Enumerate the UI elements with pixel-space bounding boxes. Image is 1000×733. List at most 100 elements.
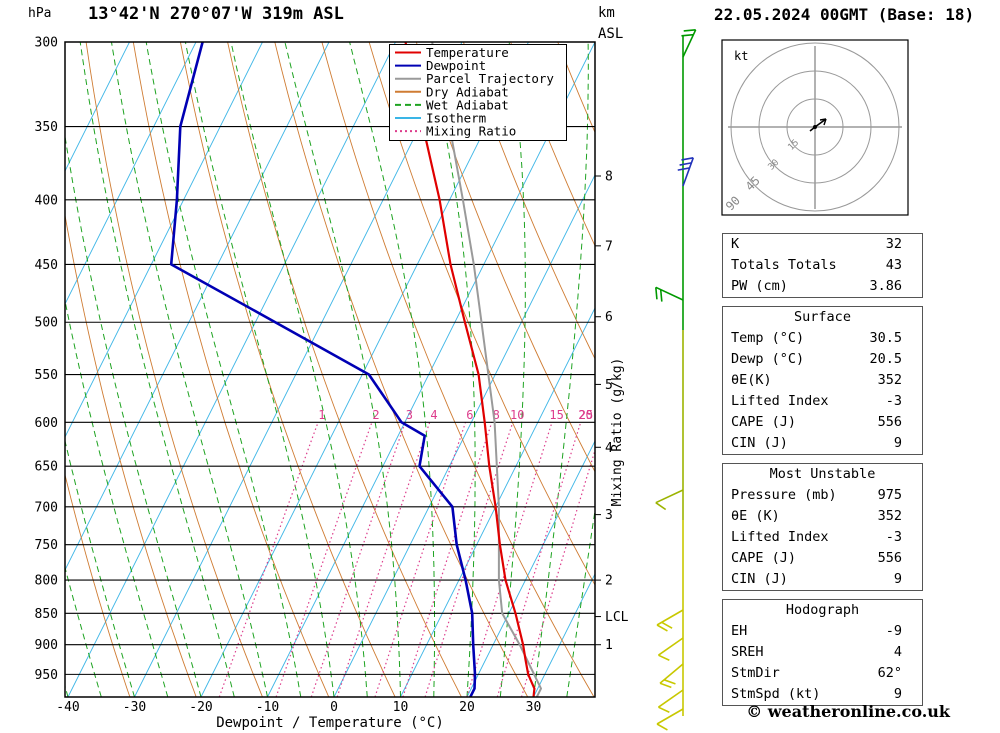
metric-label: StmSpd (kt) <box>731 686 821 702</box>
mixing-ratio-value: 4 <box>430 408 437 422</box>
pressure-tick-label: 650 <box>35 460 58 475</box>
km-tick-label: 6 <box>605 310 613 325</box>
table-row: Dewp (°C) 20.5 <box>723 349 922 370</box>
temp-tick-label: -40 <box>56 700 79 715</box>
temp-tick-label: 0 <box>330 700 338 715</box>
pressure-tick-label: 450 <box>35 258 58 273</box>
isotherms <box>65 42 595 697</box>
axis-labels: 3003504004505005506006507007508008509009… <box>35 5 629 731</box>
metric-label: CIN (J) <box>731 435 788 451</box>
temperature-curve <box>404 42 536 697</box>
metric-value: 9 <box>893 686 902 702</box>
metric-label: Lifted Index <box>731 393 829 409</box>
metric-value: -3 <box>885 529 902 545</box>
metric-value: 352 <box>877 372 902 388</box>
asl-axis-unit: ASL <box>598 26 623 42</box>
indices-table: Most Unstable Pressure (mb) 975 θE (K) 352 Li… <box>722 463 923 591</box>
pressure-tick-label: 550 <box>35 368 58 383</box>
mixing-ratio-value: 15 <box>549 408 563 422</box>
metric-label: CAPE (J) <box>731 550 797 566</box>
dry-adiabats <box>65 42 595 697</box>
metric-value: 9 <box>893 571 902 587</box>
table-row: CIN (J) 9 <box>723 433 922 454</box>
metric-value: 556 <box>877 550 902 566</box>
temp-tick-label: 10 <box>393 700 409 715</box>
indices-table: K 32 Totals Totals 43 PW (cm) 3.86 <box>722 233 923 298</box>
mixing-ratio-value: 1 <box>318 408 325 422</box>
mixing-ratio-lines <box>218 422 595 697</box>
wind-barb <box>657 689 684 713</box>
metric-value: -9 <box>885 623 902 639</box>
pressure-tick-label: 600 <box>35 416 58 431</box>
table-row: StmDir 62° <box>723 663 922 684</box>
wind-barb-column <box>655 29 697 731</box>
legend-label: Isotherm <box>426 111 486 126</box>
wind-barb <box>656 708 684 731</box>
page-title: 13°42'N 270°07'W 319m ASL <box>88 4 344 24</box>
temp-tick-label: -20 <box>189 700 212 715</box>
pressure-tick-label: 800 <box>35 574 58 589</box>
legend-label: Dry Adiabat <box>426 84 509 99</box>
metric-label: EH <box>731 623 748 639</box>
metric-label: K <box>731 236 740 252</box>
pressure-tick-label: 700 <box>35 500 58 515</box>
datetime-label: 22.05.2024 00GMT (Base: 18) <box>714 5 975 24</box>
table-row: Temp (°C) 30.5 <box>723 328 922 349</box>
table-row: PW (cm) 3.86 <box>723 276 922 297</box>
table-row: CAPE (J) 556 <box>723 548 922 569</box>
copyright: © weatheronline.co.uk <box>746 702 950 721</box>
legend-label: Dewpoint <box>426 58 486 73</box>
hodograph-unit-label: kt <box>734 49 748 63</box>
km-tick-label: 7 <box>605 239 613 254</box>
lcl-label: LCL <box>605 610 629 625</box>
sounding-curves <box>169 42 542 697</box>
km-tick-label: 8 <box>605 169 613 184</box>
pressure-axis-unit: hPa <box>28 6 52 21</box>
legend-label: Mixing Ratio <box>426 124 516 139</box>
metric-label: StmDir <box>731 665 780 681</box>
km-tick-label: 1 <box>605 638 613 653</box>
metric-value: 32 <box>885 236 902 252</box>
metric-label: Pressure (mb) <box>731 487 837 503</box>
wind-barb <box>657 637 684 661</box>
metric-label: Dewp (°C) <box>731 351 805 367</box>
metric-value: -3 <box>885 393 902 409</box>
metric-value: 3.86 <box>869 278 902 294</box>
dewpoint-curve <box>169 42 477 697</box>
wet-adiabats <box>65 42 595 697</box>
temp-tick-label: -10 <box>256 700 279 715</box>
table-row: SREH 4 <box>723 642 922 663</box>
pressure-tick-label: 400 <box>35 193 58 208</box>
metric-value: 30.5 <box>869 330 902 346</box>
legend-label: Temperature <box>426 45 509 60</box>
mixing-axis-label: Mixing Ratio (g/kg) <box>610 358 625 507</box>
table-title: Surface <box>794 309 851 325</box>
metric-value: 556 <box>877 414 902 430</box>
pressure-tick-label: 850 <box>35 607 58 622</box>
legend-label: Parcel Trajectory <box>426 71 554 86</box>
mixing-ratio-value: 2 <box>372 408 379 422</box>
pressure-tick-label: 750 <box>35 538 58 553</box>
metric-label: Lifted Index <box>731 529 829 545</box>
temp-tick-label: -30 <box>123 700 146 715</box>
table-title: Most Unstable <box>769 466 876 482</box>
temp-tick-label: 30 <box>526 700 542 715</box>
pressure-tick-label: 950 <box>35 668 58 683</box>
wind-barb <box>655 489 684 511</box>
metric-label: Temp (°C) <box>731 330 805 346</box>
table-row: EH -9 <box>723 621 922 642</box>
mixing-ratio-value: 25 <box>579 408 593 422</box>
pressure-tick-label: 300 <box>35 36 58 51</box>
table-row: Pressure (mb) 975 <box>723 485 922 506</box>
mixing-ratio-value: 20 <box>578 408 592 422</box>
legend-label: Wet Adiabat <box>426 97 509 112</box>
mixing-ratio-value: 10 <box>510 408 524 422</box>
wind-barb <box>656 609 684 632</box>
mixing-ratio-value: 8 <box>493 408 500 422</box>
plot-border <box>64 41 596 698</box>
metric-label: PW (cm) <box>731 278 788 294</box>
mixing-ratio-value: 3 <box>406 408 413 422</box>
